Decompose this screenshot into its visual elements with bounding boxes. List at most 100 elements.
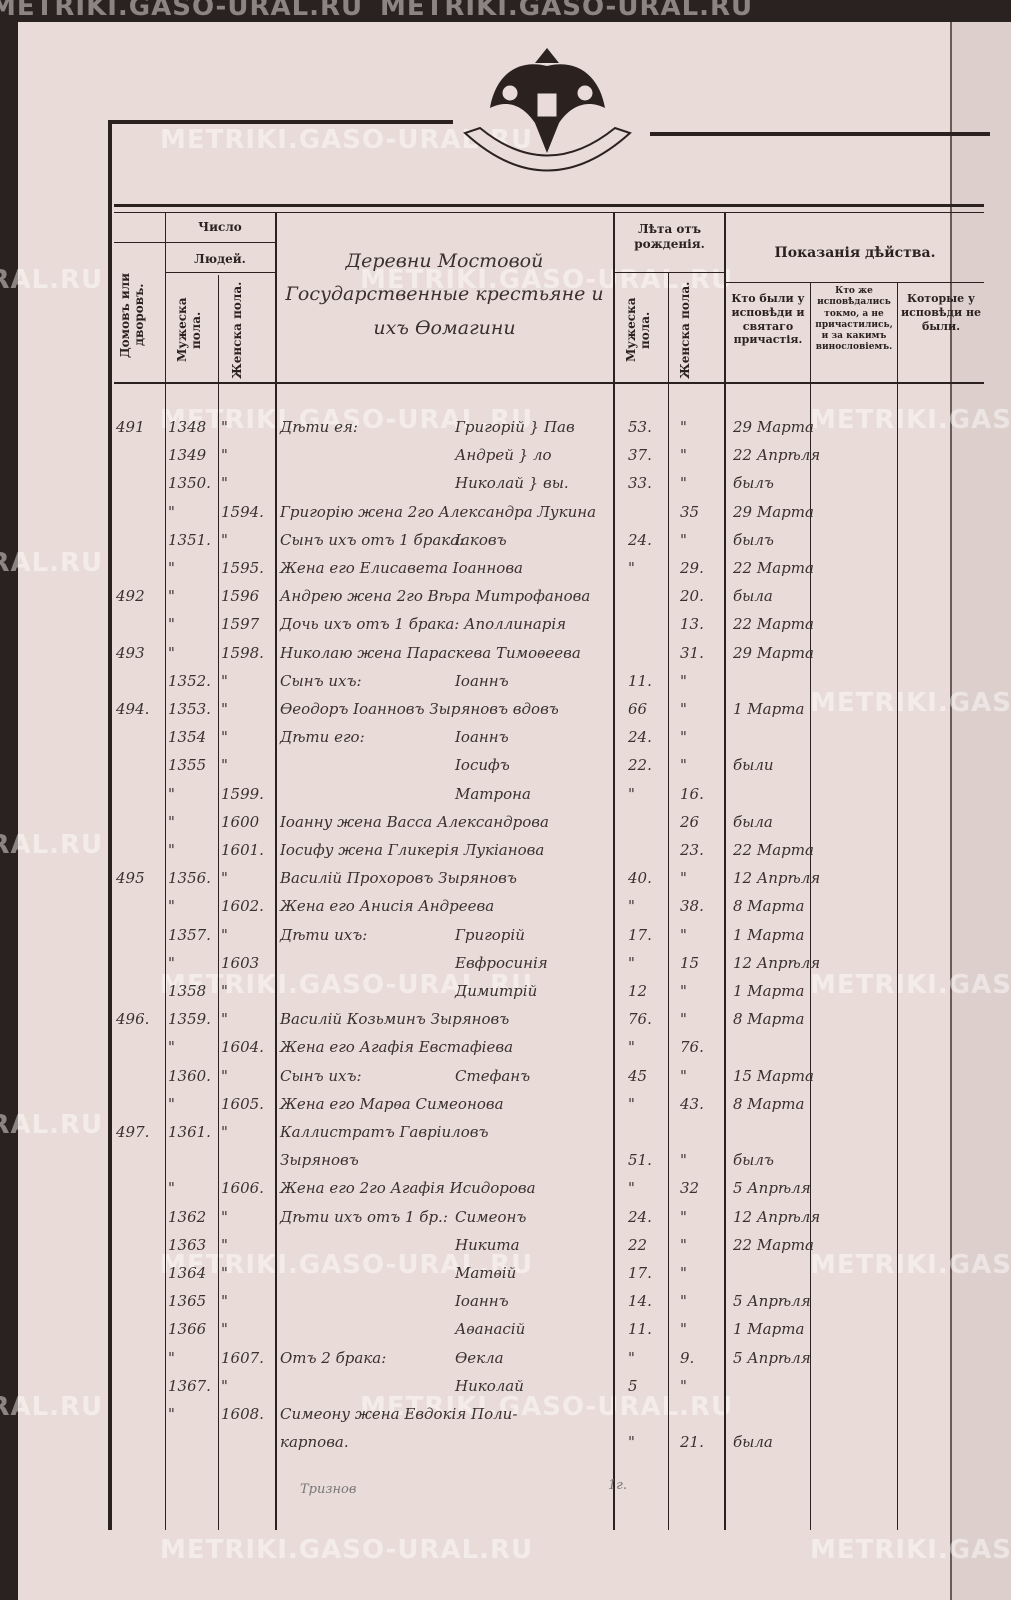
female-number: 1599. [221,784,264,803]
entry-text: Отъ 2 брака: [280,1348,387,1367]
confession-date: 22 Марта [733,841,814,859]
male-number: 1354 [168,728,207,747]
table-row: карпова. " 21. была [0,1433,1011,1461]
table-row: " 1608. Симеону жена Евдокія Поли- [0,1405,1011,1433]
header-confession: Показанія дѣйства. [774,245,936,261]
age-female: " [680,1010,687,1029]
entry-name: Евфросинія [455,953,548,972]
age-female: " [680,671,687,690]
entry-text: Сынъ ихъ отъ 1 брака: [280,530,465,549]
entry-text: Дѣти ихъ отъ 1 бр.: [280,1207,448,1226]
confession-date: 8 Марта [733,897,805,916]
age-male: 37. [628,446,652,465]
age-female: " [680,474,687,493]
col-divider [218,275,219,1530]
entry-name: Іосифъ [455,756,510,775]
female-number: " [221,1123,228,1141]
female-number: 1601. [221,841,264,859]
male-number: " [168,643,175,662]
female-number: 1597 [221,615,260,634]
male-number: " [168,587,175,606]
female-number: " [221,1010,228,1029]
female-number: 1605. [221,1094,264,1113]
table-row: 495 1356. " Василій Прохоровъ Зыряновъ 40. " 1… [0,869,1011,897]
top-rule-right [650,132,990,136]
table-row: " 1602. Жена его Анисія Андреева " 38. 8 Март… [0,897,1011,925]
entry-text: Іоанну жена Васса Александрова [280,812,549,831]
header-age-male: Мужеска пола. [624,297,652,363]
table-row: " 1595. Жена его Елисавета Іоаннова " 29. 22 … [0,559,1011,587]
female-number: 1594. [221,502,264,521]
age-male: 11. [628,1320,652,1339]
header-col-confessed: Кто были у исповѣди и святаго причастія. [731,292,805,347]
house-number: 492 [116,587,145,606]
female-number: " [221,671,228,690]
age-male: " [628,953,635,972]
female-number: " [221,700,228,718]
table-row: " 1604. Жена его Агафія Евстафіева " 76. [0,1038,1011,1066]
age-female: 16. [680,784,704,803]
confession-date: 5 Апрѣля [733,1179,811,1198]
age-female: " [680,1235,687,1254]
confession-date: 22 Марта [733,615,814,634]
female-number: " [221,1292,228,1311]
female-number: " [221,982,228,1000]
entry-name: Николай } вы. [455,474,569,493]
age-male: 66 [628,700,648,718]
next-page-edge [950,22,1011,1600]
table-row: 1354 " Дѣти его: Іоаннъ 24. " [0,728,1011,756]
age-female: 21. [680,1433,704,1452]
age-female: 23. [680,841,704,859]
male-number: 1358 [168,982,207,1000]
page-paper [18,22,993,1600]
female-number: " [221,446,228,465]
watermark: METRIKI.GASO-URAL.RU [0,1392,104,1422]
confession-date: 8 Марта [733,1010,805,1029]
header-col-not-confessed: Которые у исповѣди не были. [901,292,981,333]
entry-text: Григорію жена 2го Александра Лукина [280,502,597,521]
table-row: " 1594. Григорію жена 2го Александра Лукин… [0,503,1011,531]
age-female: " [680,418,687,436]
table-row: " 1606. Жена его 2го Агафія Исидорова " 32 5 … [0,1179,1011,1207]
table-row: 1350. " Николай } вы. 33. " былъ [0,474,1011,502]
female-number: " [221,1320,228,1339]
female-number: " [221,418,228,436]
row-divider [165,272,275,273]
entry-text: Дѣти ея: [280,418,358,436]
female-number: " [221,728,228,747]
age-male: 40. [628,869,652,888]
entry-text: Дѣти его: [280,728,365,747]
table-row: " 1599. Матрона " 16. [0,785,1011,813]
header-rule [114,204,984,207]
age-male: 45 [628,1066,648,1085]
age-female: " [680,1320,687,1339]
entry-text: Жена его Агафія Евстафіева [280,1038,514,1057]
confession-date: 1 Марта [733,982,805,1000]
age-male: 5 [628,1376,638,1395]
header-col-only-confessed: Кто же исповѣдались токмо, а не причасти… [815,286,893,353]
entry-text: Дочь ихъ отъ 1 брака: Аполлинарія [280,615,567,634]
header-age: Лѣта отъ рожденія. [634,222,705,251]
male-number: 1365 [168,1292,207,1311]
entry-text: Николаю жена Параскева Тимоѳеева [280,643,581,662]
age-male: 12 [628,982,648,1000]
male-number: 1359. [168,1010,211,1029]
male-number: 1356. [168,869,211,888]
age-female: " [680,1292,687,1311]
watermark: METRIKI.GASO-URAL.RU [160,970,534,1000]
age-female: " [680,530,687,549]
age-male: 33. [628,474,652,493]
male-number: " [168,812,175,831]
age-male: 22 [628,1235,648,1254]
house-number: 491 [116,418,145,436]
entry-name: Аѳанасій [455,1320,526,1339]
watermark: METRIKI.GASO-URAL.RU [810,688,1011,718]
confession-date: 12 Апрѣля [733,953,821,972]
table-row: 1366 " Аѳанасій 11. " 1 Марта [0,1320,1011,1348]
table-row: 1358 " Димитрій 12 " 1 Марта [0,982,1011,1010]
house-number: 496. [116,1010,150,1029]
age-male: 17. [628,1264,652,1282]
table-row: 1364 " Матѳій 17. " [0,1264,1011,1292]
confession-date: 22 Марта [733,1235,814,1254]
male-number: " [168,841,175,859]
